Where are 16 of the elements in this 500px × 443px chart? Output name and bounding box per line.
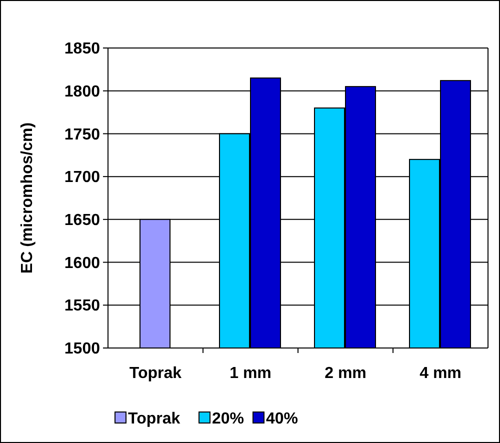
x-tick-label: 4 mm <box>420 365 462 382</box>
x-tick-label: 2 mm <box>324 365 366 382</box>
x-tick-label: 1 mm <box>230 365 272 382</box>
y-tick-label: 1500 <box>64 340 100 358</box>
y-axis-title: EC (micromhos/cm) <box>19 122 36 274</box>
y-tick-label: 1800 <box>64 83 100 100</box>
y-tick-label: 1850 <box>64 40 100 58</box>
y-tick-label: 1700 <box>64 169 100 186</box>
y-tick-label: 1650 <box>64 212 100 230</box>
y-tick-label: 1750 <box>64 126 100 144</box>
legend-label: Toprak <box>128 410 180 428</box>
y-tick-label: 1550 <box>64 298 100 315</box>
legend-label: 40% <box>266 410 298 428</box>
legend-label: 20% <box>212 410 244 428</box>
x-tick-label: Toprak <box>129 365 182 382</box>
y-tick-label: 1600 <box>64 254 100 272</box>
